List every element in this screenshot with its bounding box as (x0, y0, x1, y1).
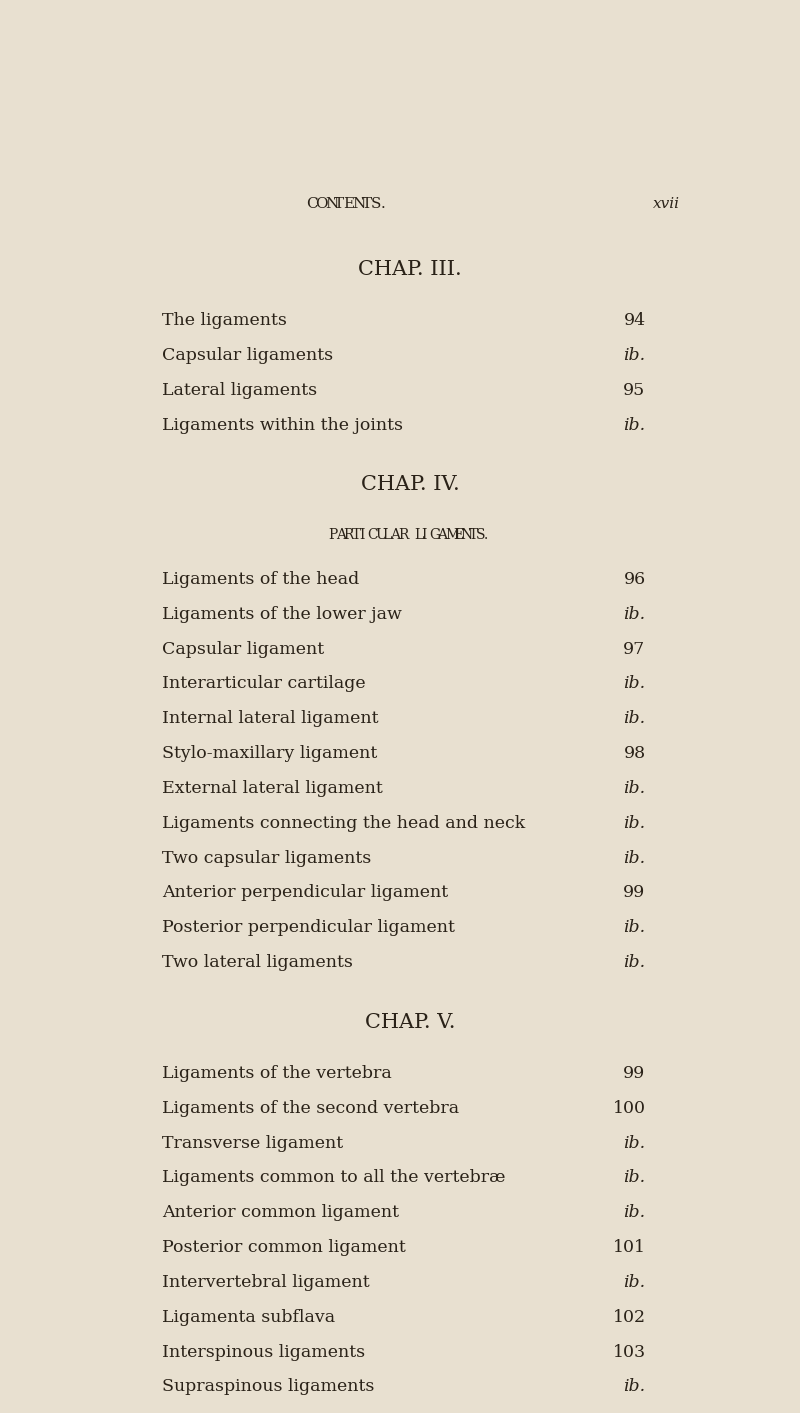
Text: A: A (390, 527, 401, 541)
Text: T: T (334, 196, 344, 211)
Text: 102: 102 (613, 1308, 646, 1325)
Text: ib.: ib. (623, 417, 646, 434)
Text: S: S (371, 196, 382, 211)
Text: Anterior common ligament: Anterior common ligament (162, 1204, 399, 1221)
Text: Ligamenta subflava: Ligamenta subflava (162, 1308, 335, 1325)
Text: Ligaments of the head: Ligaments of the head (162, 571, 359, 588)
Text: xvii: xvii (653, 196, 680, 211)
Text: 95: 95 (623, 382, 646, 398)
Text: ib.: ib. (623, 606, 646, 623)
Text: 101: 101 (613, 1239, 646, 1256)
Text: I: I (422, 527, 427, 541)
Text: .: . (484, 527, 488, 541)
Text: ib.: ib. (623, 954, 646, 971)
Text: A: A (336, 527, 346, 541)
Text: P: P (328, 527, 338, 541)
Text: Interspinous ligaments: Interspinous ligaments (162, 1344, 365, 1361)
Text: 98: 98 (623, 745, 646, 762)
Text: L: L (414, 527, 423, 541)
Text: O: O (315, 196, 328, 211)
Text: Transverse ligament: Transverse ligament (162, 1135, 343, 1152)
Text: Intervertebral ligament: Intervertebral ligament (162, 1275, 370, 1291)
Text: CHAP. IV.: CHAP. IV. (361, 475, 459, 495)
Text: N: N (325, 196, 338, 211)
Text: C: C (367, 527, 378, 541)
Text: ib.: ib. (623, 1378, 646, 1396)
Text: ib.: ib. (623, 920, 646, 937)
Text: Interarticular cartilage: Interarticular cartilage (162, 675, 366, 692)
Text: 94: 94 (623, 312, 646, 329)
Text: ib.: ib. (623, 1170, 646, 1187)
Text: Internal lateral ligament: Internal lateral ligament (162, 711, 378, 728)
Text: Posterior common ligament: Posterior common ligament (162, 1239, 406, 1256)
Text: CHAP. V.: CHAP. V. (365, 1013, 455, 1031)
Text: Ligaments common to all the vertebræ: Ligaments common to all the vertebræ (162, 1170, 506, 1187)
Text: ib.: ib. (623, 780, 646, 797)
Text: T: T (469, 527, 478, 541)
Text: R: R (344, 527, 354, 541)
Text: Capsular ligaments: Capsular ligaments (162, 348, 333, 365)
Text: Two capsular ligaments: Two capsular ligaments (162, 849, 371, 866)
Text: N: N (353, 196, 366, 211)
Text: Ligaments of the second vertebra: Ligaments of the second vertebra (162, 1099, 459, 1116)
Text: ib.: ib. (623, 1275, 646, 1291)
Text: Stylo-maxillary ligament: Stylo-maxillary ligament (162, 745, 378, 762)
Text: I: I (359, 527, 365, 541)
Text: 99: 99 (623, 1065, 646, 1082)
Text: S: S (476, 527, 486, 541)
Text: 99: 99 (623, 885, 646, 901)
Text: L: L (382, 527, 392, 541)
Text: Ligaments of the lower jaw: Ligaments of the lower jaw (162, 606, 402, 623)
Text: ib.: ib. (623, 815, 646, 832)
Text: CHAP. III.: CHAP. III. (358, 260, 462, 278)
Text: External lateral ligament: External lateral ligament (162, 780, 382, 797)
Text: ib.: ib. (623, 849, 646, 866)
Text: ib.: ib. (623, 1204, 646, 1221)
Text: Ligaments of the vertebra: Ligaments of the vertebra (162, 1065, 392, 1082)
Text: Capsular ligament: Capsular ligament (162, 640, 324, 657)
Text: .: . (381, 196, 385, 211)
Text: Ligaments within the joints: Ligaments within the joints (162, 417, 403, 434)
Text: G: G (430, 527, 441, 541)
Text: M: M (445, 527, 459, 541)
Text: Ligaments connecting the head and neck: Ligaments connecting the head and neck (162, 815, 526, 832)
Text: T: T (351, 527, 361, 541)
Text: Supraspinous ligaments: Supraspinous ligaments (162, 1378, 374, 1396)
Text: Anterior perpendicular ligament: Anterior perpendicular ligament (162, 885, 448, 901)
Text: Lateral ligaments: Lateral ligaments (162, 382, 317, 398)
Text: E: E (343, 196, 354, 211)
Text: Posterior perpendicular ligament: Posterior perpendicular ligament (162, 920, 455, 937)
Text: Two lateral ligaments: Two lateral ligaments (162, 954, 353, 971)
Text: 97: 97 (623, 640, 646, 657)
Text: U: U (375, 527, 386, 541)
Text: T: T (362, 196, 372, 211)
Text: ib.: ib. (623, 348, 646, 365)
Text: E: E (453, 527, 463, 541)
Text: C: C (306, 196, 318, 211)
Text: 100: 100 (613, 1099, 646, 1116)
Text: 96: 96 (623, 571, 646, 588)
Text: 103: 103 (613, 1344, 646, 1361)
Text: A: A (438, 527, 447, 541)
Text: ib.: ib. (623, 1135, 646, 1152)
Text: The ligaments: The ligaments (162, 312, 287, 329)
Text: R: R (398, 527, 409, 541)
Text: N: N (461, 527, 473, 541)
Text: ib.: ib. (623, 675, 646, 692)
Text: ib.: ib. (623, 711, 646, 728)
